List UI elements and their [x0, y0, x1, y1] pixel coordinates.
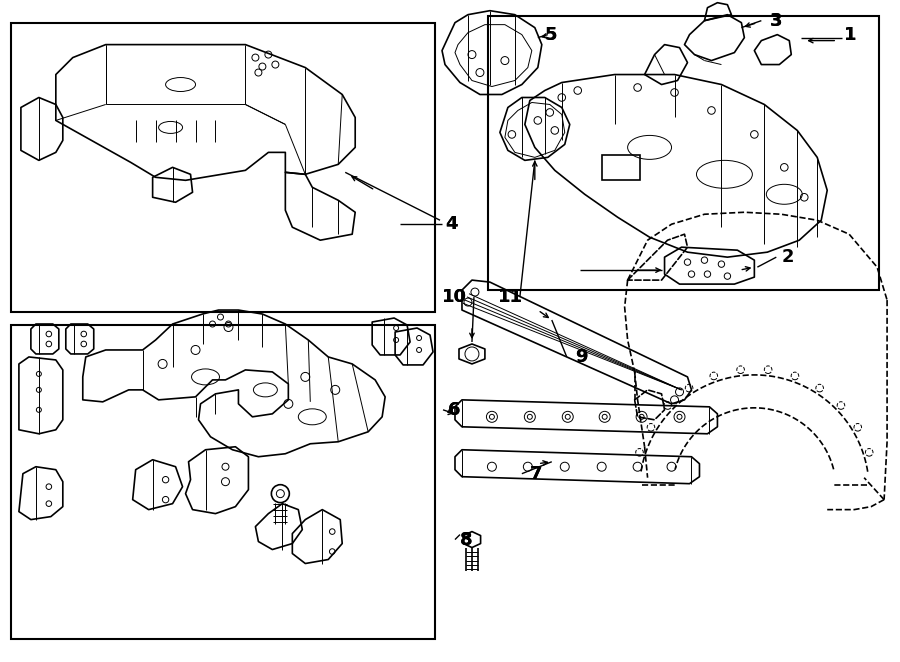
Text: 5: 5: [544, 26, 557, 44]
Text: 11: 11: [498, 288, 523, 306]
Bar: [602, 156, 640, 180]
Text: 3: 3: [770, 12, 782, 30]
Bar: [11, 325, 435, 639]
Text: 10: 10: [442, 288, 467, 306]
Text: 9: 9: [575, 348, 587, 366]
Text: 1: 1: [844, 26, 857, 44]
Text: 3: 3: [770, 12, 782, 30]
Text: 8: 8: [460, 530, 473, 549]
Text: 2: 2: [781, 248, 794, 266]
Text: 4: 4: [445, 215, 457, 233]
Bar: [488, 16, 879, 290]
Text: 6: 6: [448, 401, 461, 419]
Text: 10: 10: [442, 288, 467, 306]
Bar: [11, 23, 435, 312]
Text: 5: 5: [544, 26, 557, 44]
Text: 8: 8: [460, 530, 473, 549]
Text: 6: 6: [448, 401, 461, 419]
Text: 7: 7: [530, 465, 543, 483]
Text: 9: 9: [575, 348, 587, 366]
Text: 1: 1: [844, 26, 857, 44]
Text: 7: 7: [530, 465, 543, 483]
Text: 11: 11: [498, 288, 523, 306]
Text: 4: 4: [445, 215, 457, 233]
